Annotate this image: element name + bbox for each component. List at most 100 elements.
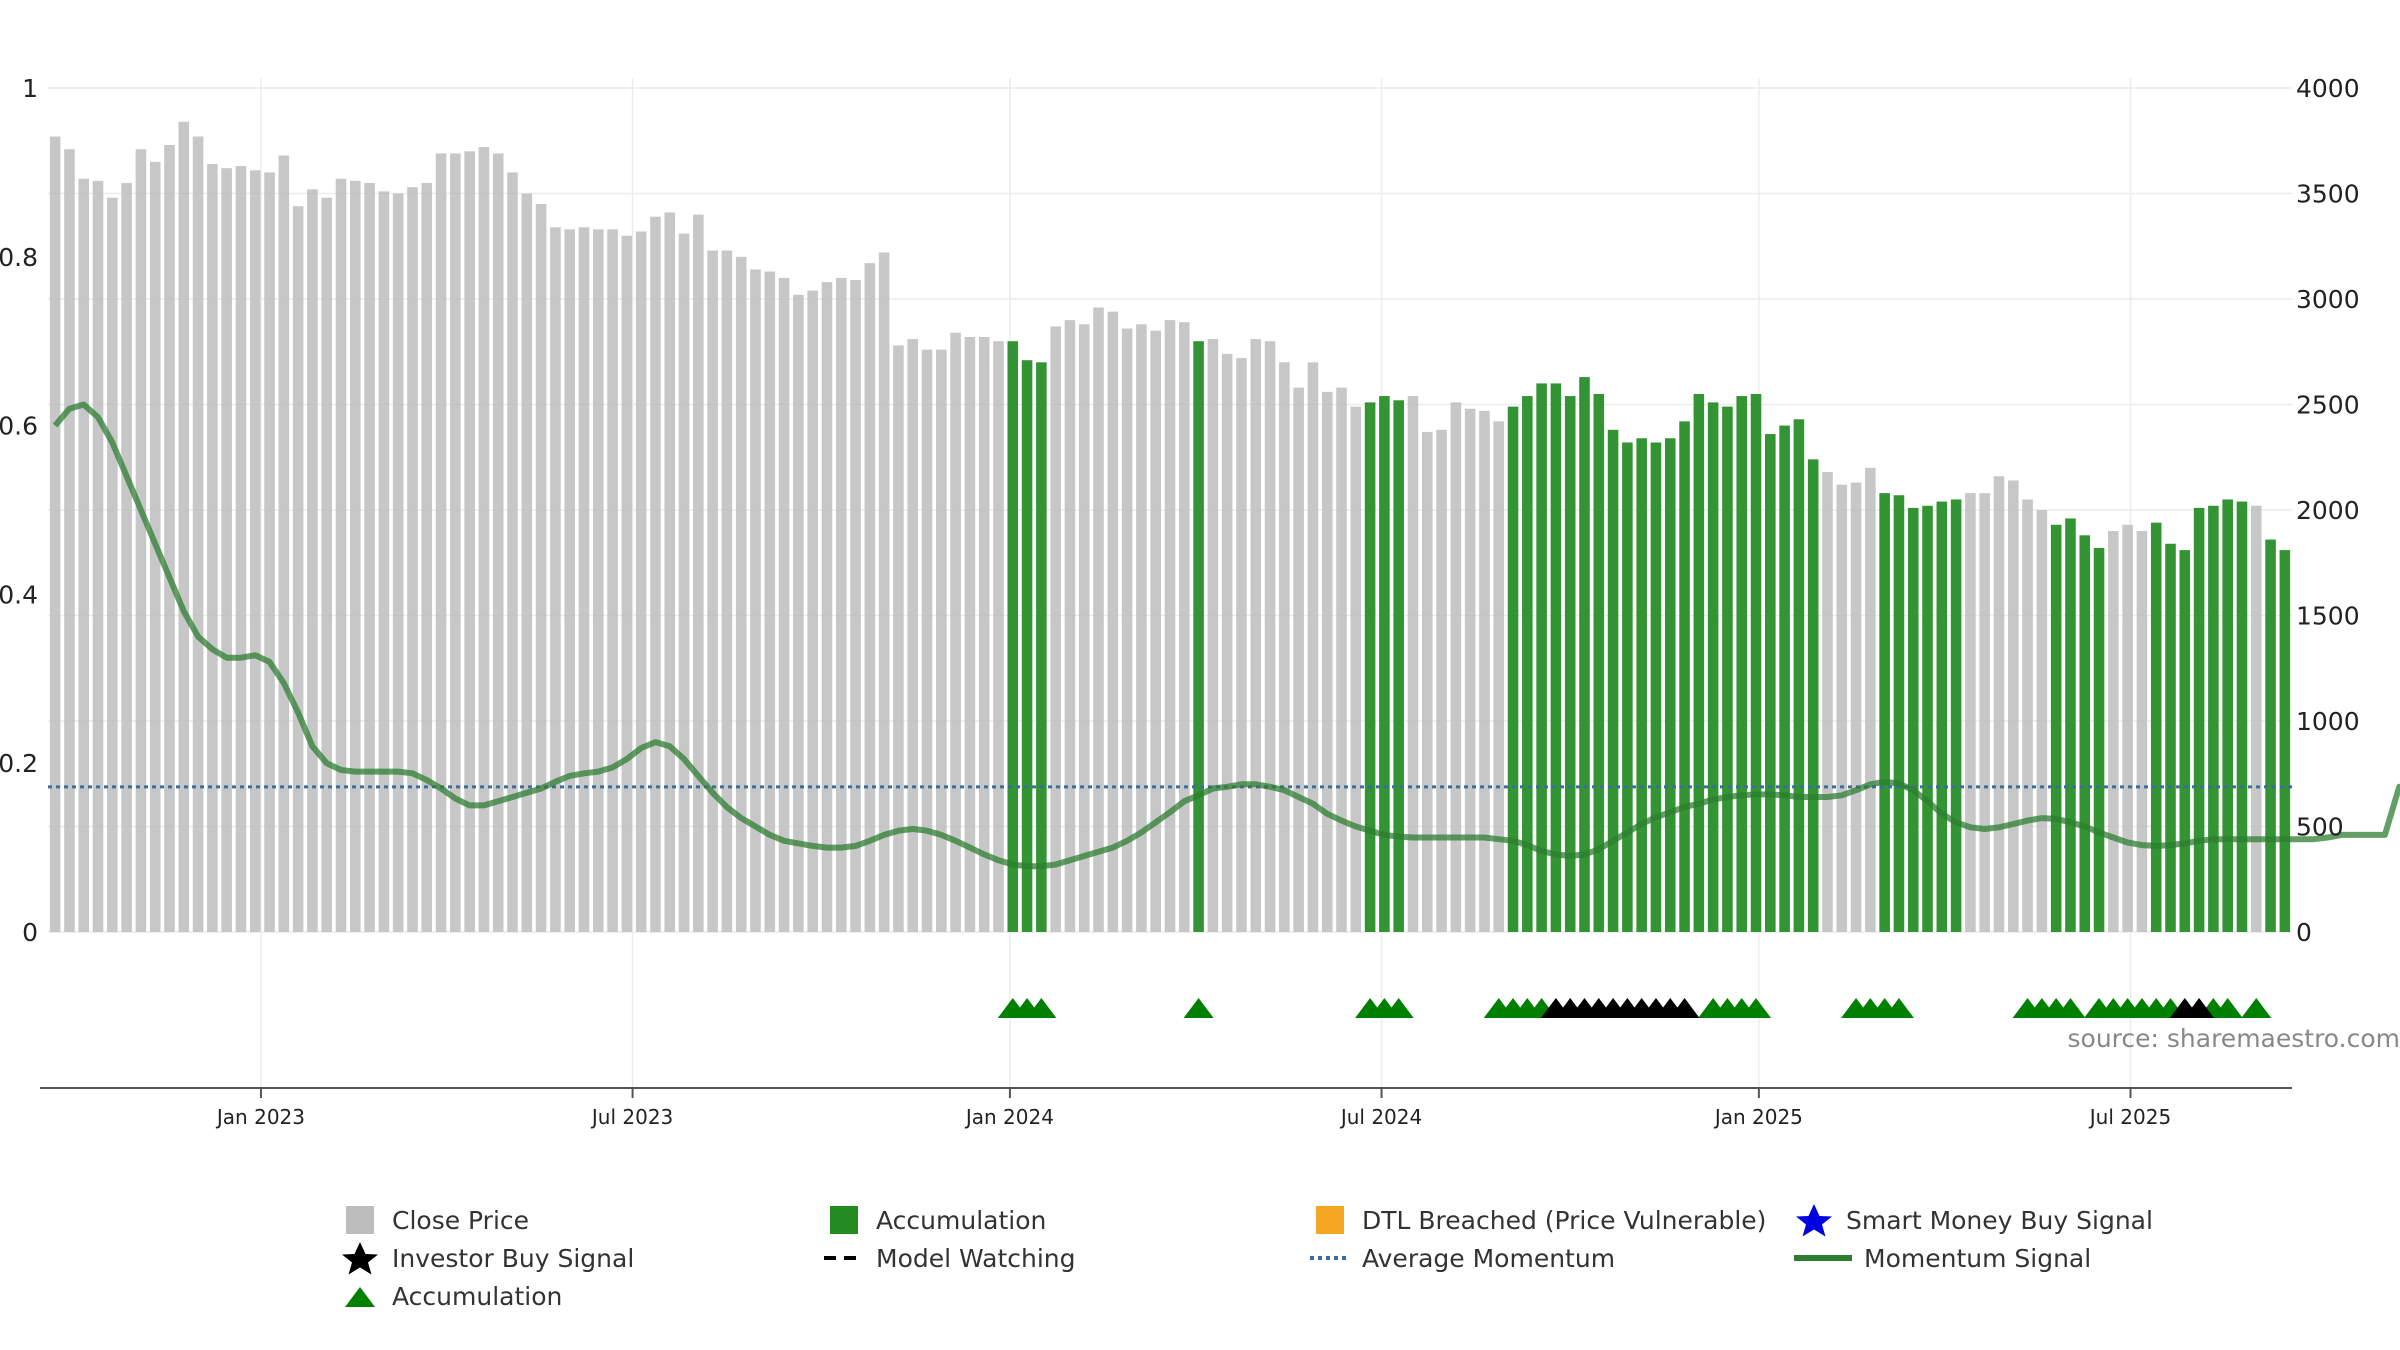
right-tick-label: 2000: [2296, 496, 2360, 525]
close-price-bar: [1407, 396, 1419, 932]
close-price-bar: [1293, 387, 1304, 932]
close-price-bar: [1164, 320, 1176, 933]
accumulation-bar: [1879, 493, 1890, 932]
close-price-bar: [364, 182, 375, 932]
accumulation-bar: [1693, 393, 1705, 932]
close-price-bar: [821, 282, 833, 932]
accumulation-bar: [1679, 421, 1690, 932]
accumulation-bar: [1536, 383, 1547, 932]
close-price-bar: [1264, 341, 1276, 932]
close-price-bar: [350, 180, 361, 933]
close-price-bar: [435, 153, 447, 932]
close-price-bar: [192, 136, 204, 932]
close-price-bar: [292, 206, 304, 932]
accumulation-bar: [1650, 442, 1662, 932]
close-price-bar: [835, 277, 847, 932]
close-price-bar: [478, 147, 490, 932]
close-price-bar: [750, 269, 761, 933]
close-price-bar: [1464, 408, 1476, 933]
close-price-bar: [92, 180, 104, 933]
close-price-bar: [1421, 431, 1433, 932]
right-tick-label: 2500: [2296, 391, 2360, 420]
x-tick-label: Jul 2024: [1339, 1105, 1422, 1129]
close-price-bar: [1321, 391, 1333, 933]
close-price-bar: [664, 212, 676, 933]
close-price-bar: [49, 136, 61, 932]
close-price-bar: [278, 155, 290, 932]
close-price-bar: [978, 336, 990, 933]
close-price-bar: [550, 227, 561, 932]
close-price-bar: [235, 166, 247, 932]
close-price-bar: [807, 290, 818, 932]
close-price-bar: [1121, 328, 1133, 932]
accumulation-bar: [2179, 550, 2191, 932]
close-price-bar: [307, 189, 318, 932]
close-price-bar: [492, 153, 504, 932]
close-price-bar: [78, 178, 90, 933]
close-price-bar: [1493, 421, 1505, 932]
accumulation-bar: [1007, 341, 1019, 932]
close-price-bar: [107, 197, 118, 933]
accumulation-bar: [1664, 438, 1676, 932]
close-price-bar: [64, 149, 75, 932]
x-tick-label: Jul 2025: [2088, 1105, 2171, 1129]
accumulation-marker: [2055, 998, 2086, 1018]
left-tick-label: 0.8: [0, 243, 38, 272]
close-price-bar: [621, 235, 633, 932]
close-price-bar: [964, 336, 976, 933]
accumulation-bar: [2279, 550, 2291, 932]
close-price-bar: [2122, 524, 2133, 932]
close-price-bar: [1965, 493, 1976, 932]
left-tick-label: 0.6: [0, 412, 38, 441]
right-axis-ticks: 0 500 1000 1500 2000 2500 3000 3500 4000: [2296, 74, 2360, 947]
close-price-bar: [735, 256, 747, 932]
momentum-signal-line: [52, 401, 2400, 870]
accumulation-bar: [2208, 505, 2219, 932]
close-price-bar: [907, 339, 919, 933]
close-price-bar: [2036, 510, 2048, 932]
close-price-bar: [1979, 493, 1990, 932]
close-price-bar: [936, 349, 947, 932]
close-price-bar: [1865, 467, 1876, 932]
accumulation-bar: [1036, 362, 1047, 932]
close-price-bar: [1279, 362, 1290, 932]
investor-buy-marker: [1669, 998, 1700, 1018]
x-tick-label: Jan 2023: [215, 1105, 305, 1129]
close-price-bar: [535, 204, 547, 933]
close-price-bar: [2007, 480, 2019, 932]
close-price-bar: [793, 294, 804, 932]
close-price-bar: [378, 191, 390, 932]
close-price-bar: [592, 229, 604, 932]
close-price-bar: [164, 144, 175, 933]
close-price-bar: [221, 168, 232, 932]
close-price-bar: [1850, 482, 1862, 932]
accumulation-bar: [1893, 495, 1905, 932]
close-price-bar: [335, 178, 347, 933]
accumulation-bar: [1793, 419, 1805, 932]
left-tick-label: 1: [22, 74, 38, 103]
close-price-bar: [135, 149, 147, 932]
close-price-bar: [1078, 324, 1090, 932]
close-price-bar: [264, 172, 275, 932]
accumulation-bar: [2050, 524, 2062, 932]
close-price-bar: [635, 231, 647, 933]
close-price-bar: [1236, 358, 1247, 933]
accumulation-bar: [1636, 438, 1647, 932]
left-tick-label: 0: [22, 918, 38, 947]
accumulation-bar: [1593, 393, 1605, 932]
close-price-bar: [578, 227, 590, 932]
close-price-bar: [1836, 484, 1848, 932]
x-axis-ticks: Jan 2023 Jul 2023 Jan 2024 Jul 2024 Jan 2025…: [215, 1088, 2171, 1129]
right-tick-label: 3000: [2296, 285, 2360, 314]
close-price-bar: [707, 250, 718, 933]
close-price-bar: [121, 182, 132, 932]
accumulation-bar: [1622, 442, 1633, 932]
close-price-bar: [850, 280, 861, 932]
accumulation-marker: [1026, 998, 1057, 1018]
close-price-bar: [450, 153, 461, 932]
left-axis-ticks: 0 0.2 0.4 0.6 0.8 1: [0, 74, 38, 947]
accumulation-bar: [2222, 499, 2233, 932]
close-price-bar: [1207, 339, 1219, 933]
accumulation-bar: [1922, 505, 1933, 932]
investor-buy-marker: [2184, 998, 2215, 1018]
